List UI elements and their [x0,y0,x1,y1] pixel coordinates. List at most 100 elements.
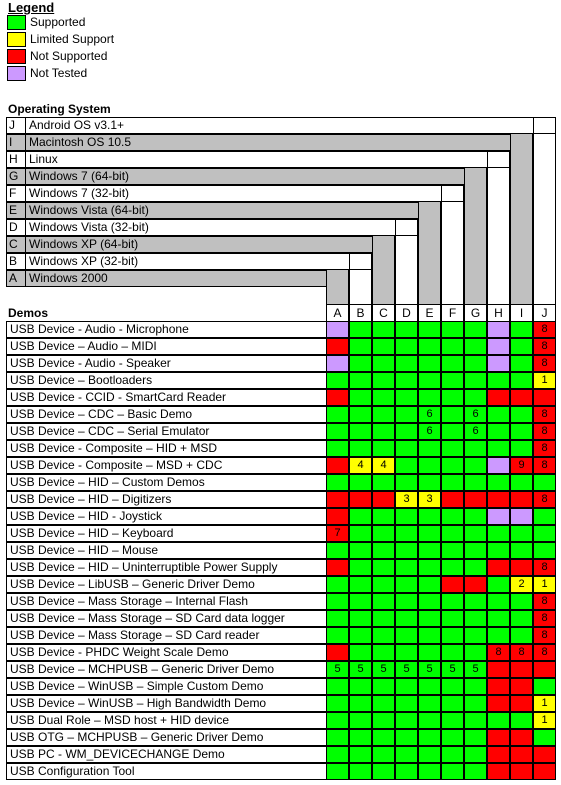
status-cell [487,661,510,678]
status-cell [464,525,487,542]
status-cell [533,474,556,491]
status-cell [326,508,349,525]
status-cell [533,746,556,763]
status-cell [464,372,487,389]
status-cell: 4 [349,457,372,474]
status-cell [510,746,533,763]
status-cell [487,338,510,355]
status-cell [510,474,533,491]
status-cell [372,491,395,508]
demo-name: USB Device – Audio – MIDI [6,338,326,355]
status-cell [326,355,349,372]
status-cell [441,695,464,712]
status-cell: 5 [395,661,418,678]
column-header-h: H [487,304,510,321]
status-cell [418,610,441,627]
legend-label: Not Supported [30,49,108,63]
status-cell [418,321,441,338]
status-cell [349,576,372,593]
status-cell [395,457,418,474]
status-cell [372,423,395,440]
status-cell [533,508,556,525]
demo-name: USB Device – Mass Storage – Internal Fla… [6,593,326,610]
status-cell [487,763,510,780]
os-column-connector [510,134,533,304]
os-name: Windows XP (64-bit) [29,237,139,251]
status-cell [349,474,372,491]
demo-name: USB Device – HID – Uninterruptible Power… [6,559,326,576]
status-cell [441,593,464,610]
status-cell [349,678,372,695]
os-name: Windows 7 (64-bit) [29,169,130,183]
status-cell [510,627,533,644]
status-cell [349,695,372,712]
os-code: D [6,219,26,236]
status-cell [510,508,533,525]
status-cell [349,746,372,763]
status-cell [464,321,487,338]
status-cell: 4 [372,457,395,474]
status-cell [487,423,510,440]
status-cell: 8 [533,440,556,457]
status-cell [395,763,418,780]
status-cell [326,712,349,729]
status-cell [464,712,487,729]
os-code: J [6,117,26,134]
status-cell [418,729,441,746]
status-cell [395,746,418,763]
status-cell [372,644,395,661]
os-column-connector [464,168,487,304]
demo-name: USB PC - WM_DEVICECHANGE Demo [6,746,326,763]
status-cell [395,406,418,423]
status-cell [487,610,510,627]
status-cell [510,491,533,508]
status-cell [372,593,395,610]
status-cell [349,406,372,423]
status-cell [464,508,487,525]
status-cell: 8 [533,644,556,661]
status-cell [464,644,487,661]
status-cell: 8 [533,491,556,508]
status-cell [349,712,372,729]
status-cell [533,542,556,559]
status-cell: 1 [533,695,556,712]
status-cell [372,372,395,389]
demo-name: USB Dual Role – MSD host + HID device [6,712,326,729]
status-cell [510,338,533,355]
status-cell [326,440,349,457]
status-cell [326,406,349,423]
status-cell [510,729,533,746]
os-column-connector [418,202,441,304]
status-cell [326,372,349,389]
status-cell [533,661,556,678]
column-header-g: G [464,304,487,321]
status-cell [349,525,372,542]
status-cell [418,542,441,559]
status-cell [349,559,372,576]
status-cell [418,576,441,593]
status-cell [464,474,487,491]
status-cell [326,644,349,661]
status-cell: 5 [372,661,395,678]
os-column-connector [326,270,349,304]
status-cell [487,593,510,610]
status-cell [349,627,372,644]
legend-swatch [7,66,26,81]
status-cell [418,440,441,457]
os-name: Macintosh OS 10.5 [29,135,132,149]
status-cell: 5 [464,661,487,678]
status-cell: 8 [533,321,556,338]
status-cell [418,678,441,695]
status-cell: 8 [510,644,533,661]
status-cell [464,542,487,559]
status-cell [326,423,349,440]
os-name: Windows XP (32-bit) [29,254,139,268]
status-cell [418,372,441,389]
column-header-b: B [349,304,372,321]
status-cell [418,712,441,729]
status-cell [487,559,510,576]
status-cell [372,321,395,338]
status-cell [510,610,533,627]
os-column-connector [441,185,464,304]
status-cell [441,525,464,542]
